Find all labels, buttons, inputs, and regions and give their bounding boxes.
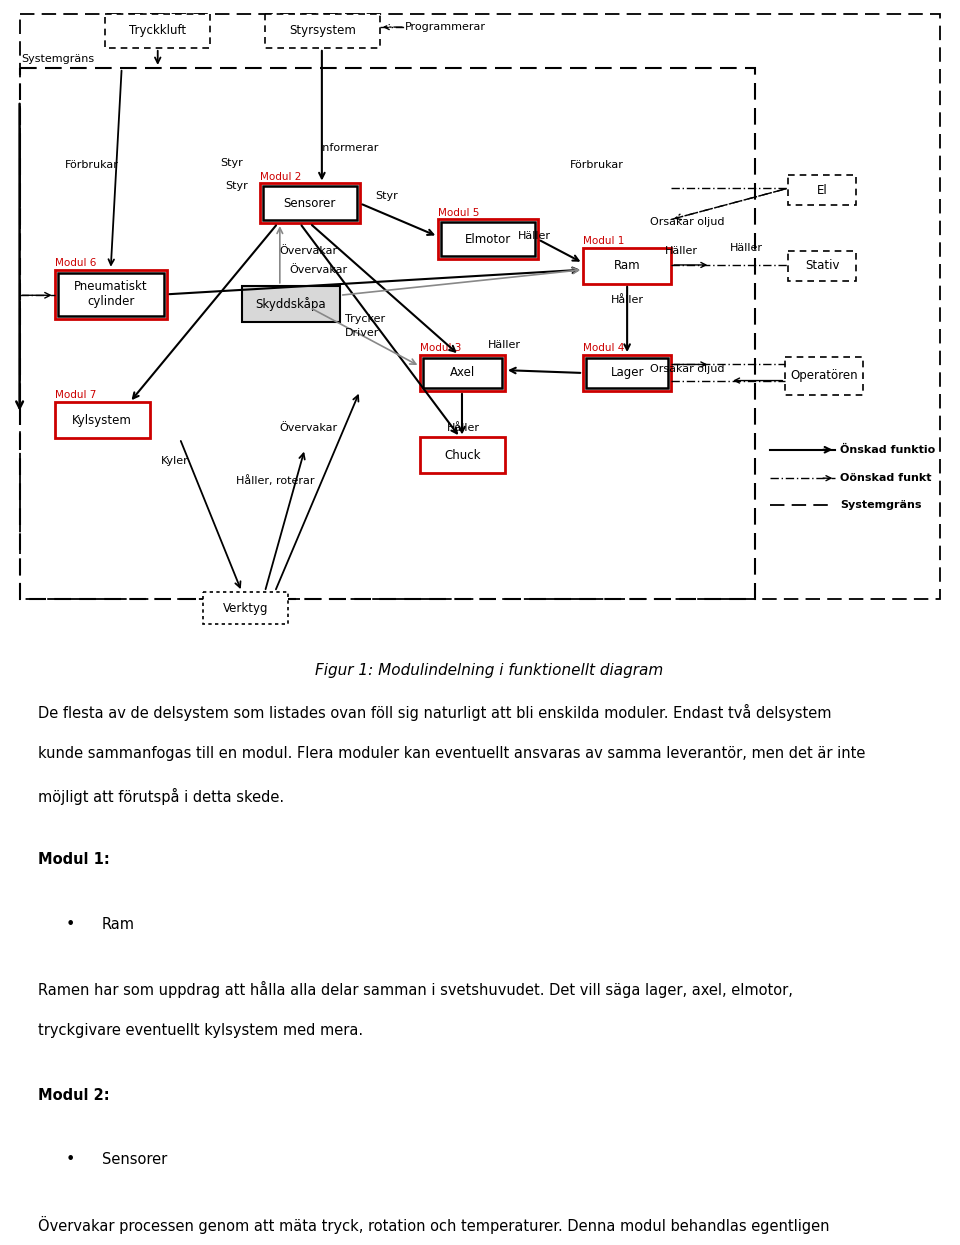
Text: Informerar: Informerar [320, 143, 379, 153]
Text: Modul 2: Modul 2 [260, 172, 301, 182]
Text: Systemgräns: Systemgräns [22, 54, 95, 63]
Text: Ramen har som uppdrag att hålla alla delar samman i svetshuvudet. Det vill säga : Ramen har som uppdrag att hålla alla del… [38, 981, 793, 998]
Text: Önskad funktio: Önskad funktio [840, 444, 936, 454]
Text: Tryckkluft: Tryckkluft [129, 25, 186, 37]
Text: Pneumatiskt
cylinder: Pneumatiskt cylinder [74, 280, 148, 309]
Text: Ram: Ram [102, 916, 134, 931]
Text: Modul 1: Modul 1 [583, 237, 624, 247]
Text: Håller: Håller [611, 295, 643, 305]
Bar [19, 67, 756, 599]
Text: Modul 2:: Modul 2: [38, 1088, 110, 1103]
Text: Verktyg: Verktyg [223, 601, 268, 615]
Bar [438, 219, 538, 259]
Text: Stativ: Stativ [805, 259, 840, 273]
Bar [785, 357, 863, 395]
Text: Styr: Styr [220, 158, 243, 168]
Text: Trycker: Trycker [345, 314, 385, 324]
Text: Elmotor: Elmotor [465, 233, 511, 245]
Bar [58, 273, 164, 316]
Text: Orsakar oljud: Orsakar oljud [650, 218, 725, 228]
Text: Sensorer: Sensorer [283, 197, 336, 210]
Text: tryckgivare eventuellt kylsystem med mera.: tryckgivare eventuellt kylsystem med mer… [38, 1023, 364, 1038]
Bar [263, 187, 357, 220]
Text: Operatören: Operatören [790, 370, 858, 382]
Bar [423, 357, 502, 388]
Text: Kylsystem: Kylsystem [72, 413, 132, 427]
Text: Häller: Häller [488, 340, 520, 351]
Text: Modul 3: Modul 3 [420, 344, 462, 354]
Text: Styr: Styr [225, 182, 248, 192]
Text: Modul 1:: Modul 1: [38, 853, 110, 868]
Text: Kyler: Kyler [161, 456, 188, 466]
Text: Förbrukar: Förbrukar [570, 161, 624, 171]
Text: Ram: Ram [613, 259, 640, 273]
Bar [583, 248, 671, 284]
Text: Figur 1: Modulindelning i funktionellt diagram: Figur 1: Modulindelning i funktionellt d… [316, 662, 663, 677]
Text: kunde sammanfogas till en modul. Flera moduler kan eventuellt ansvaras av samma : kunde sammanfogas till en modul. Flera m… [38, 746, 866, 761]
Text: De flesta av de delsystem som listades ovan föll sig naturligt att bli enskilda : De flesta av de delsystem som listades o… [38, 703, 832, 721]
Text: Övervakar: Övervakar [279, 245, 338, 255]
Text: •: • [65, 1152, 75, 1167]
Text: Modul 4: Modul 4 [583, 344, 624, 354]
Text: Skyddskåpa: Skyddskåpa [255, 296, 326, 311]
Text: Häller: Häller [731, 243, 763, 253]
Bar [55, 402, 150, 438]
Bar [260, 183, 360, 223]
Text: Orsakar oljud: Orsakar oljud [650, 365, 725, 375]
Text: Oönskad funkt: Oönskad funkt [840, 473, 932, 483]
Text: Håller, roterar: Håller, roterar [235, 474, 314, 486]
Bar [420, 355, 505, 391]
Bar [788, 250, 856, 281]
Text: Övervakar: Övervakar [290, 265, 348, 275]
Bar [55, 270, 167, 319]
Text: Övervakar processen genom att mäta tryck, rotation och temperaturer. Denna modul: Övervakar processen genom att mäta tryck… [38, 1216, 829, 1234]
Text: Sensorer: Sensorer [102, 1152, 167, 1167]
Text: möjligt att förutspå i detta skede.: möjligt att förutspå i detta skede. [38, 788, 284, 806]
Text: Axel: Axel [450, 366, 475, 380]
Bar [583, 355, 671, 391]
Text: Modul 6: Modul 6 [55, 258, 96, 268]
Bar [203, 591, 288, 624]
Text: Häller: Häller [518, 230, 551, 240]
Text: Modul 5: Modul 5 [438, 208, 479, 218]
Text: Chuck: Chuck [444, 449, 481, 462]
Text: Styrsystem: Styrsystem [289, 25, 356, 37]
Text: Styr: Styr [375, 190, 397, 200]
Text: •: • [65, 916, 75, 931]
Text: Förbrukar: Förbrukar [64, 161, 119, 171]
Text: Håller: Håller [446, 423, 479, 433]
Text: Programmerar: Programmerar [405, 22, 486, 32]
Text: Lager: Lager [611, 366, 644, 380]
Text: Övervakar: Övervakar [279, 423, 338, 433]
Text: Driver: Driver [345, 329, 379, 339]
Bar [441, 223, 535, 256]
Bar [242, 286, 340, 321]
Bar [587, 357, 668, 388]
Text: Häller: Häller [665, 245, 698, 255]
Text: El: El [817, 183, 828, 197]
Bar [788, 174, 856, 205]
Bar [265, 14, 380, 47]
Text: Systemgräns: Systemgräns [840, 499, 922, 509]
Bar [105, 14, 210, 47]
Text: Modul 7: Modul 7 [55, 391, 96, 401]
Bar [420, 437, 505, 473]
